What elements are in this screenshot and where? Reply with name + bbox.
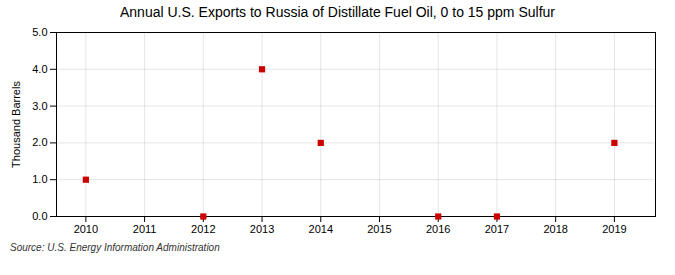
svg-text:2019: 2019 [602,223,626,235]
svg-text:2015: 2015 [367,223,391,235]
html-text:Source: U.S. Energy Informatio: Source: U.S. Energy Information Administ… [10,242,220,253]
html-text:Annual U.S. Exports to Russia: Annual U.S. Exports to Russia of Distill… [120,4,555,20]
svg-text:2011: 2011 [133,223,157,235]
svg-text:2014: 2014 [309,223,333,235]
svg-text:2016: 2016 [426,223,450,235]
svg-text:1.0: 1.0 [32,173,47,185]
svg-text:2012: 2012 [191,223,215,235]
svg-text:4.0: 4.0 [32,63,47,75]
svg-text:2018: 2018 [543,223,567,235]
svg-text:2017: 2017 [485,223,509,235]
svg-text:2010: 2010 [74,223,98,235]
svg-text:3.0: 3.0 [32,100,47,112]
svg-text:2.0: 2.0 [32,136,47,148]
svg-text:Thousand Barrels: Thousand Barrels [10,81,22,168]
svg-text:2013: 2013 [250,223,274,235]
svg-text:0.0: 0.0 [32,210,47,222]
svg-text:5.0: 5.0 [32,26,47,38]
